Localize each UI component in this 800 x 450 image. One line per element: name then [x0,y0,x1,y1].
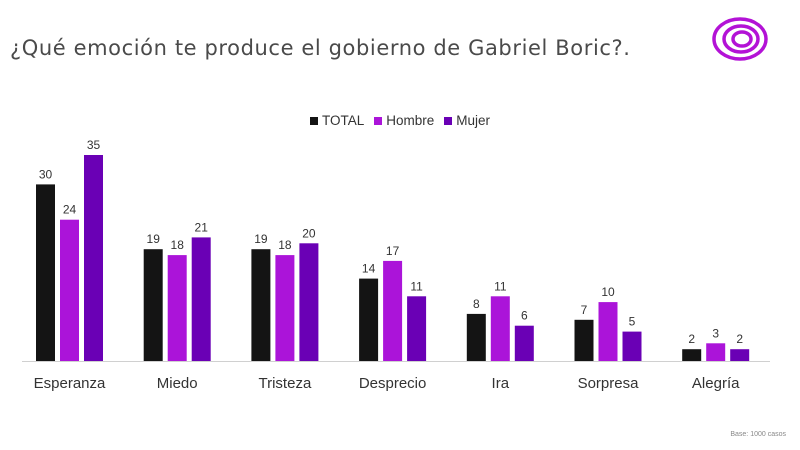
category-label-esperanza: Esperanza [34,375,106,392]
bar-alegria-total [682,349,702,361]
bar-esperanza-total [36,184,55,361]
data-label-desprecio-hombre: 17 [386,244,400,258]
footnote: Base: 1000 casos [730,431,786,438]
bar-esperanza-hombre [60,219,79,361]
legend-item-mujer: Mujer [444,113,490,128]
bar-desprecio-mujer [407,296,427,361]
data-label-esperanza-total: 30 [39,167,53,181]
data-label-tristeza-hombre: 18 [278,238,292,252]
data-label-ira-mujer: 6 [521,309,528,323]
page-title: ¿Qué emoción te produce el gobierno de G… [10,36,631,60]
bar-tristeza-mujer [299,243,319,361]
data-label-sorpresa-mujer: 5 [629,315,636,329]
data-label-alegria-hombre: 3 [712,326,719,340]
data-label-ira-total: 8 [473,297,480,311]
concentric-circles-logo-icon [712,17,768,61]
category-label-sorpresa: Sorpresa [578,375,640,392]
data-label-esperanza-hombre: 24 [63,203,77,217]
category-label-alegria: Alegría [692,375,740,392]
bar-sorpresa-total [574,319,594,361]
legend-label-mujer: Mujer [456,113,491,128]
data-label-esperanza-mujer: 35 [87,138,101,152]
legend-item-hombre: Hombre [374,113,434,128]
data-label-miedo-hombre: 18 [171,238,185,252]
bar-tristeza-hombre [275,255,295,361]
bar-miedo-hombre [167,255,187,361]
category-label-ira: Ira [492,375,510,392]
bar-alegria-hombre [706,343,726,361]
category-label-tristeza: Tristeza [259,375,312,392]
legend-swatch-hombre [374,116,383,125]
data-label-alegria-mujer: 2 [736,332,743,346]
category-label-miedo: Miedo [157,375,198,392]
bar-sorpresa-hombre [598,302,618,361]
data-label-tristeza-mujer: 20 [302,226,316,240]
bar-sorpresa-mujer [622,331,642,361]
data-label-alegria-total: 2 [688,332,695,346]
bar-tristeza-total [251,249,271,361]
legend-swatch-mujer [444,116,453,125]
bar-desprecio-hombre [383,260,403,361]
data-label-miedo-total: 19 [147,232,161,246]
legend-swatch-total [309,116,318,125]
bar-ira-total [466,313,486,361]
data-label-tristeza-total: 19 [254,232,268,246]
data-label-desprecio-total: 14 [362,262,376,276]
bar-ira-hombre [490,296,510,361]
data-label-ira-hombre: 11 [494,279,507,293]
data-label-sorpresa-hombre: 10 [601,285,615,299]
logo-ring-inner [731,30,753,48]
data-label-miedo-mujer: 21 [195,220,209,234]
bar-desprecio-total [359,278,379,361]
bar-ira-mujer [514,325,534,361]
bar-alegria-mujer [730,349,750,361]
legend-item-total: TOTAL [309,113,365,128]
bar-esperanza-mujer [84,155,103,361]
bar-miedo-mujer [191,237,211,361]
chart-legend: TOTAL Hombre Mujer [0,113,800,128]
data-label-desprecio-mujer: 11 [410,279,423,293]
logo-ring-middle [722,24,760,54]
data-label-sorpresa-total: 7 [581,303,588,317]
legend-label-total: TOTAL [321,113,365,128]
category-label-desprecio: Desprecio [359,375,427,392]
logo-ring-outer [712,17,768,61]
bar-miedo-total [143,249,163,361]
legend-label-hombre: Hombre [386,113,435,128]
